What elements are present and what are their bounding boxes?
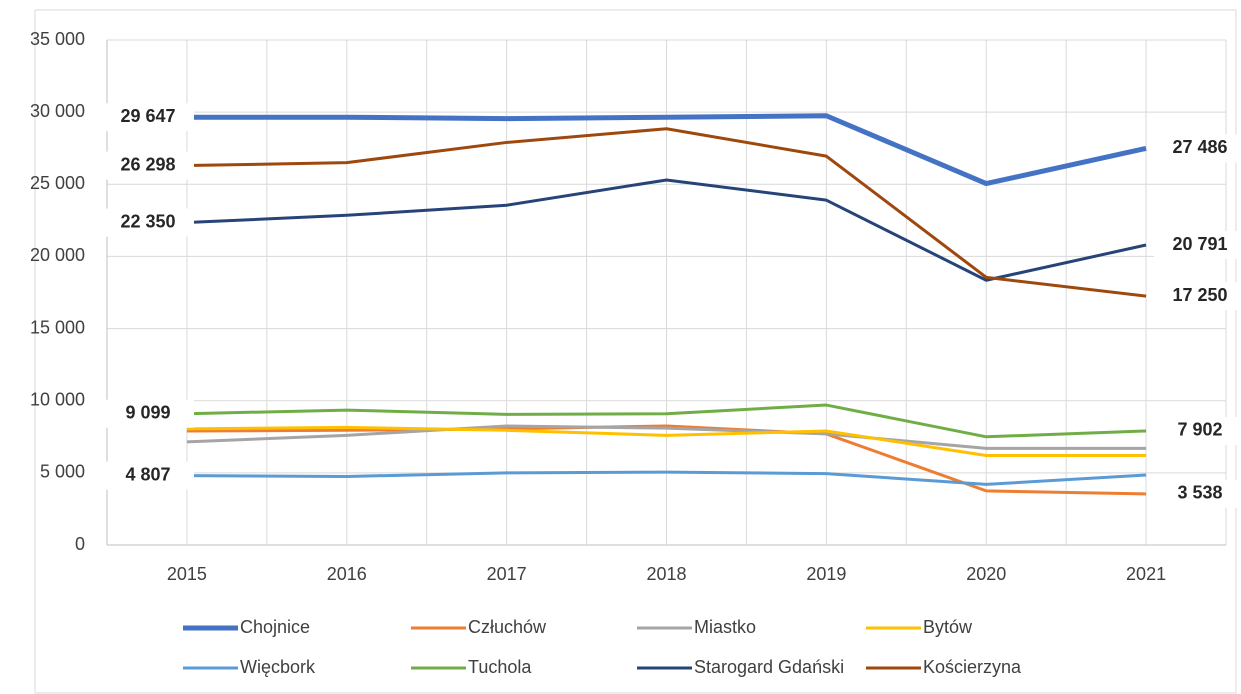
data-label: 17 250: [1172, 285, 1227, 305]
data-label-bg: [1154, 231, 1241, 260]
data-label: 9 099: [125, 402, 170, 422]
line-series: [186, 425, 1147, 458]
line-series: [186, 424, 1147, 496]
data-label-bg: [102, 208, 194, 237]
data-label: 7 902: [1177, 420, 1222, 440]
x-tick-label: 2017: [487, 564, 527, 584]
data-label: 22 350: [120, 211, 175, 231]
data-label: 27 486: [1172, 137, 1227, 157]
legend-label: Chojnice: [240, 617, 310, 637]
chart-frame: [34, 9, 1237, 694]
data-label-bg: [102, 461, 194, 490]
data-label: 29 647: [120, 106, 175, 126]
line-series: [186, 127, 1147, 298]
y-tick-label: 5 000: [40, 462, 85, 482]
x-tick-label: 2018: [646, 564, 686, 584]
legend-label: Człuchów: [468, 617, 547, 637]
legend-label: Starogard Gdański: [694, 657, 844, 677]
data-label-bg: [1154, 479, 1241, 508]
legend-label: Miastko: [694, 617, 756, 637]
data-label: 26 298: [120, 154, 175, 174]
data-label-bg: [102, 151, 194, 180]
data-label-bg: [1154, 416, 1241, 445]
legend-label: Więcbork: [240, 657, 316, 677]
line-series: [186, 470, 1147, 486]
x-tick-label: 2015: [167, 564, 207, 584]
data-label: 20 791: [1172, 234, 1227, 254]
data-label-bg: [1154, 134, 1241, 163]
x-tick-label: 2019: [806, 564, 846, 584]
legend-label: Tuchola: [468, 657, 532, 677]
y-tick-label: 25 000: [30, 173, 85, 193]
data-label: 3 538: [1177, 483, 1222, 503]
y-tick-label: 15 000: [30, 317, 85, 337]
y-tick-label: 0: [75, 534, 85, 554]
data-label: 4 807: [125, 464, 170, 484]
y-tick-label: 20 000: [30, 245, 85, 265]
line-series: [186, 178, 1147, 282]
line-series: [186, 424, 1147, 450]
x-tick-label: 2020: [966, 564, 1006, 584]
legend-label: Kościerzyna: [923, 657, 1022, 677]
x-tick-label: 2021: [1126, 564, 1166, 584]
y-tick-label: 35 000: [30, 29, 85, 49]
legend-label: Bytów: [923, 617, 973, 637]
y-tick-label: 30 000: [30, 101, 85, 121]
data-label-bg: [102, 103, 194, 132]
line-series: [186, 403, 1147, 439]
data-label-bg: [1154, 282, 1241, 311]
y-tick-label: 10 000: [30, 389, 85, 409]
data-label-bg: [102, 399, 194, 428]
line-series: [186, 113, 1147, 187]
x-tick-label: 2016: [327, 564, 367, 584]
